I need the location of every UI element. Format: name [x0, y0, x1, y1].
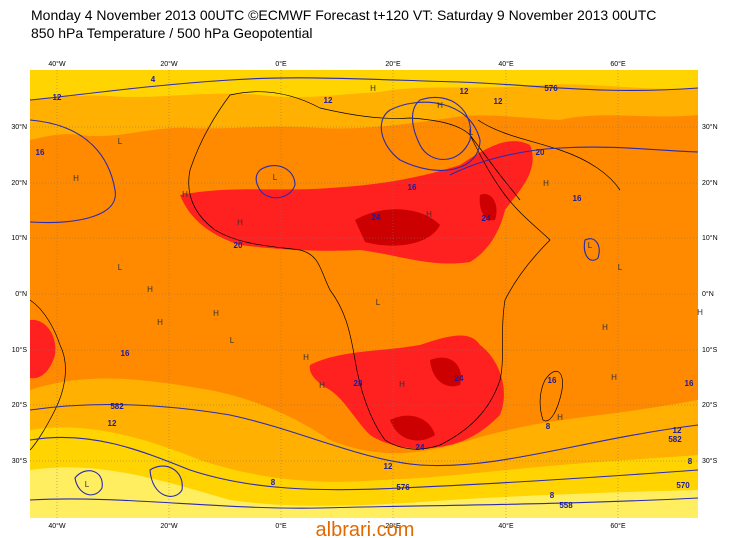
lat-label: 20°S	[12, 401, 28, 409]
pressure-mark: L	[85, 480, 90, 489]
pressure-mark: H	[543, 179, 549, 188]
pressure-mark: L	[118, 263, 123, 272]
contour-label: 576	[396, 483, 410, 492]
pressure-mark: H	[157, 318, 163, 327]
pressure-mark: H	[303, 353, 309, 362]
contour-label: 12	[384, 462, 393, 471]
pressure-mark: H	[437, 101, 443, 110]
contour-label: 8	[271, 478, 276, 487]
lon-label: 20°E	[385, 60, 401, 68]
contour-label: 582	[110, 402, 124, 411]
contour-label: 570	[676, 481, 690, 490]
lon-label: 60°E	[610, 522, 626, 530]
lat-label: 30°S	[702, 457, 718, 465]
contour-label: 12	[53, 93, 62, 102]
pressure-mark: L	[376, 298, 381, 307]
contour-label: 8	[546, 422, 551, 431]
lon-label: 40°E	[498, 522, 514, 530]
lat-label: 20°S	[702, 401, 718, 409]
pressure-mark: L	[618, 263, 623, 272]
lat-label: 30°N	[702, 123, 718, 131]
subtitle: 850 hPa Temperature / 500 hPa Geopotenti…	[31, 25, 313, 41]
contour-label: 8	[550, 491, 555, 500]
pressure-mark: H	[697, 308, 703, 317]
pressure-mark: H	[213, 309, 219, 318]
contour-label: 16	[36, 148, 45, 157]
contour-label: 16	[408, 183, 417, 192]
contour-label: 4	[151, 75, 156, 84]
contour-label: 16	[573, 194, 582, 203]
lon-label: 20°W	[160, 522, 178, 530]
contour-label: 8	[688, 457, 693, 466]
contour-label: 16	[685, 379, 694, 388]
lon-label: 40°W	[48, 522, 66, 530]
pressure-mark: H	[147, 285, 153, 294]
contour-label: 558	[559, 501, 573, 510]
pressure-mark: L	[118, 137, 123, 146]
lon-label: 20°W	[160, 60, 178, 68]
pressure-mark: H	[182, 190, 188, 199]
lat-label: 10°S	[702, 346, 718, 354]
labels: 40°W 40°W 20°W 20°W 0°E 0°E 20°E 20°E 40°E 40°E 60…	[11, 60, 717, 530]
lat-label: 10°S	[12, 346, 28, 354]
contour-label: 24	[482, 214, 491, 223]
pressure-mark: H	[602, 323, 608, 332]
lon-label: 20°E	[385, 522, 401, 530]
pressure-mark: H	[319, 381, 325, 390]
pressure-mark: L	[588, 241, 593, 250]
contour-label: 16	[121, 349, 130, 358]
pressure-mark: H	[426, 210, 432, 219]
pressure-mark: H	[611, 373, 617, 382]
lon-label: 40°E	[498, 60, 514, 68]
contour-label: 20	[234, 241, 243, 250]
coastlines	[29, 91, 621, 451]
lat-label: 0°N	[15, 290, 27, 298]
lon-label: 40°W	[48, 60, 66, 68]
contour-label: 12	[673, 426, 682, 435]
contour-label: 12	[494, 97, 503, 106]
contour-label: 24	[416, 443, 425, 452]
contour-label: 28	[354, 379, 363, 388]
pressure-mark: H	[237, 218, 243, 227]
contour-label: 12	[324, 96, 333, 105]
contour-label: 12	[108, 419, 117, 428]
lat-label: 10°N	[11, 234, 27, 242]
pressure-mark: H	[73, 174, 79, 183]
pressure-mark: H	[557, 413, 563, 422]
lat-label: 0°N	[702, 290, 714, 298]
contour-label: 16	[548, 376, 557, 385]
pressure-mark: L	[469, 128, 474, 137]
pressure-mark: H	[370, 84, 376, 93]
lon-label: 0°E	[275, 522, 287, 530]
contour-label: 20	[536, 148, 545, 157]
lon-label: 60°E	[610, 60, 626, 68]
lat-label: 10°N	[702, 234, 718, 242]
lat-label: 20°N	[11, 179, 27, 187]
contour-label: 582	[668, 435, 682, 444]
pressure-mark: L	[230, 336, 235, 345]
contour-label: 576	[544, 84, 558, 93]
contour-label: 12	[460, 87, 469, 96]
lat-label: 30°S	[12, 457, 28, 465]
pressure-mark: L	[273, 173, 278, 182]
contour-label: 24	[455, 374, 464, 383]
lon-label: 0°E	[275, 60, 287, 68]
contour-label: 24	[372, 213, 381, 222]
lat-label: 20°N	[702, 179, 718, 187]
watermark: albrari.com	[316, 519, 415, 538]
map-fill	[30, 70, 698, 518]
pressure-mark: H	[399, 380, 405, 389]
lat-label: 30°N	[11, 123, 27, 131]
title: Monday 4 November 2013 00UTC ©ECMWF Fore…	[31, 7, 656, 23]
contours	[29, 77, 699, 509]
